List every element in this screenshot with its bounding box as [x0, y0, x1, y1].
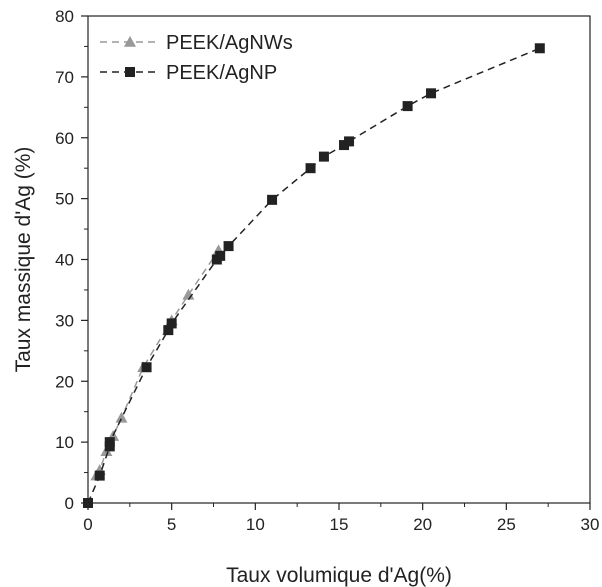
y-tick-label: 0 — [65, 494, 74, 513]
triangle-point — [115, 411, 128, 423]
square-point — [534, 43, 545, 54]
legend-square-icon — [125, 67, 135, 77]
x-tick-label: 30 — [581, 515, 600, 534]
x-tick-label: 15 — [330, 515, 349, 534]
legend: PEEK/AgNWs PEEK/AgNP — [100, 32, 293, 84]
legend-label-peek-agnp: PEEK/AgNP — [166, 62, 277, 84]
x-tick-label: 0 — [83, 515, 92, 534]
ticks-layer: 0 5 10 15 20 25 30 0 10 20 30 40 50 60 70 80 — [55, 7, 599, 534]
series-peek-agnp — [83, 43, 545, 508]
series-layer — [83, 43, 545, 508]
square-point — [215, 250, 226, 261]
y-tick-label: 70 — [55, 68, 74, 87]
square-point — [94, 470, 105, 481]
y-tick-label: 20 — [55, 372, 74, 391]
square-point — [305, 163, 316, 174]
legend-label-peek-agnws: PEEK/AgNWs — [166, 32, 293, 54]
square-point — [339, 140, 350, 151]
square-point — [163, 325, 174, 336]
y-tick-label: 80 — [55, 7, 74, 26]
x-axis-title: Taux volumique d'Ag(%) — [226, 564, 452, 587]
square-point — [104, 437, 115, 448]
y-tick-label: 30 — [55, 311, 74, 330]
triangle-point — [182, 288, 195, 300]
square-point — [267, 194, 278, 205]
plot-frame — [87, 15, 591, 504]
square-point — [426, 88, 437, 99]
square-point — [141, 362, 152, 373]
y-tick-label: 60 — [55, 129, 74, 148]
x-tick-label: 25 — [497, 515, 516, 534]
y-tick-label: 50 — [55, 190, 74, 209]
square-point — [344, 136, 355, 147]
series-line — [87, 47, 541, 504]
square-point — [166, 318, 177, 329]
legend-triangle-icon — [124, 36, 136, 47]
x-tick-label: 5 — [167, 515, 176, 534]
square-point — [318, 151, 329, 162]
square-point — [402, 101, 413, 112]
x-tick-label: 10 — [246, 515, 265, 534]
square-point — [223, 241, 234, 252]
x-tick-label: 20 — [413, 515, 432, 534]
y-tick-label: 10 — [55, 433, 74, 452]
y-axis-title: Taux massique d'Ag (%) — [12, 147, 35, 373]
y-tick-label: 40 — [55, 251, 74, 270]
